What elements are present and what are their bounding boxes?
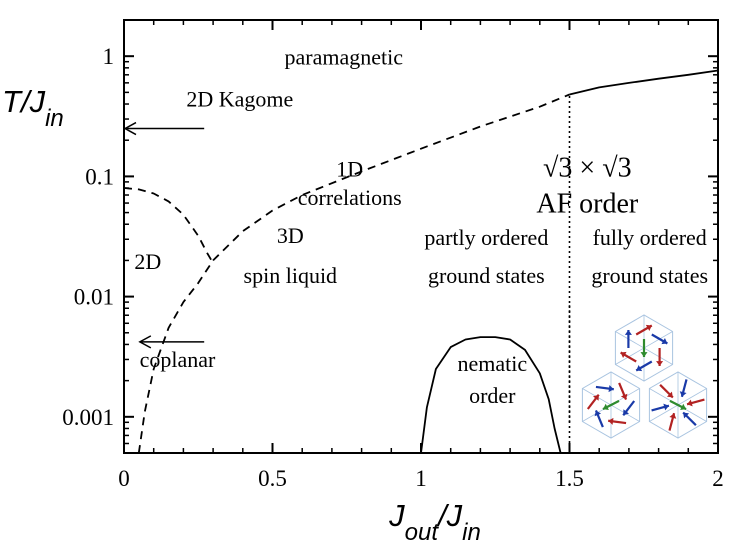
y-tick-label: 0.1 — [85, 164, 114, 189]
spin-arrowhead — [623, 409, 630, 416]
annotation-coplanar: coplanar — [140, 347, 216, 372]
coplanar-arrow-head — [138, 335, 152, 349]
spin-arrowhead — [592, 394, 599, 401]
y-tick-label: 1 — [103, 44, 115, 69]
spin-arrowhead — [687, 399, 693, 407]
spin-structure-icon — [581, 314, 708, 439]
spin-arrowhead — [666, 391, 673, 398]
series-group — [124, 69, 718, 453]
x-tick-label: 2 — [712, 466, 724, 491]
spin-arrowhead — [679, 391, 687, 397]
annotation-corr2: correlations — [298, 185, 402, 210]
spin-arrowhead — [640, 352, 648, 357]
series-line-4 — [420, 336, 562, 453]
annotation-kagome: 2D Kagome — [186, 87, 293, 112]
x-tick-label: 0.5 — [258, 466, 287, 491]
annotation-paramagnetic: paramagnetic — [285, 45, 404, 70]
annotation-twod: 2D — [134, 249, 161, 274]
annotation-spin2: spin liquid — [244, 263, 338, 288]
spin-arrowhead — [620, 351, 627, 358]
spin-arrowhead — [656, 361, 664, 366]
spin-arrowhead — [620, 393, 628, 400]
annotation-af_order: AF order — [536, 189, 639, 220]
spin-arrowhead — [624, 330, 632, 335]
x-tick-label: 0 — [118, 466, 130, 491]
spin-arrowhead — [608, 385, 614, 393]
spin-arrowhead — [636, 365, 643, 372]
series-line-3 — [569, 69, 718, 96]
spin-arrowhead — [683, 412, 690, 419]
spin-arrowhead — [663, 403, 669, 411]
x-axis-label: Jout/Jin — [388, 498, 481, 541]
y-tick-label: 0.01 — [74, 285, 114, 310]
kagome-arrow-head — [123, 121, 137, 136]
x-tick-label: 1 — [415, 466, 427, 491]
x-tick-label: 1.5 — [555, 466, 584, 491]
spin-arrowhead — [602, 403, 609, 411]
series-line-1 — [137, 93, 570, 453]
annotation-fully2: ground states — [591, 263, 708, 288]
spin-arrowhead — [669, 413, 677, 419]
spin-arrowhead — [594, 410, 602, 417]
spin-arrowhead — [645, 324, 652, 331]
spin-arrowhead — [680, 403, 687, 411]
y-tick-label: 0.001 — [62, 405, 114, 430]
annotation-partly2: ground states — [428, 263, 545, 288]
annotation-partly1: partly ordered — [424, 225, 548, 250]
annotation-spin1: 3D — [277, 223, 304, 248]
annotation-sqrt_order: √3 × √3 — [543, 152, 632, 183]
y-axis-label: T/Jin — [2, 84, 64, 132]
annotation-fully1: fully ordered — [593, 225, 707, 250]
series-line-2 — [124, 187, 214, 264]
annotation-corr1: 1D — [336, 156, 363, 181]
annotation-nem2: order — [469, 383, 516, 408]
spin-arrowhead — [661, 338, 668, 345]
annotation-nem1: nematic — [457, 351, 527, 376]
spin-arrowhead — [608, 417, 614, 425]
